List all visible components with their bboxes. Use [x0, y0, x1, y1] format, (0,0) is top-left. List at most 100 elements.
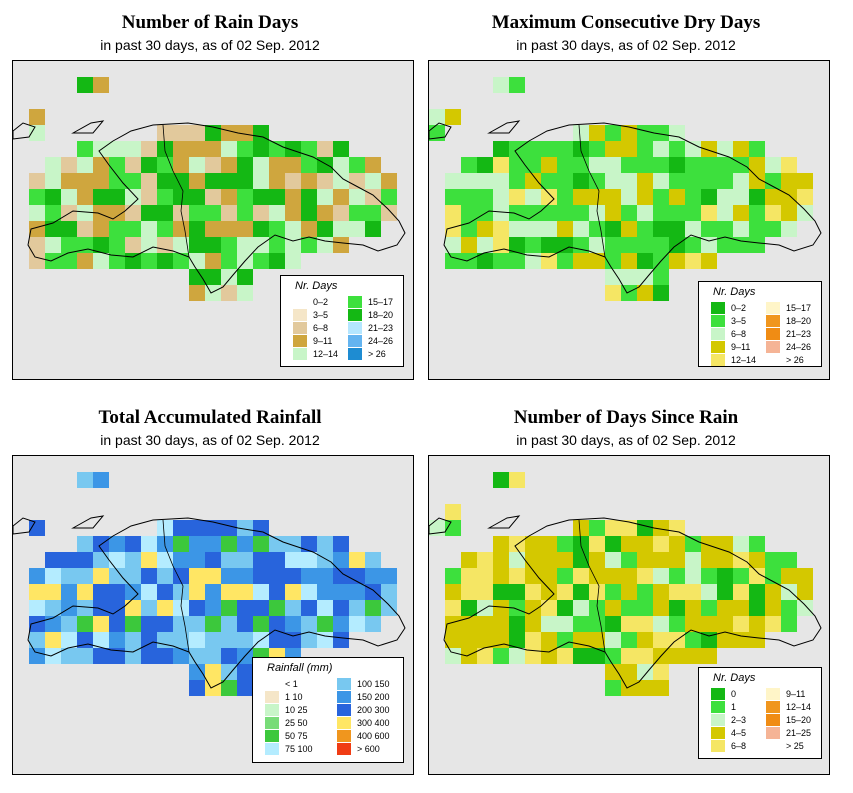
panel-title: Number of Days Since Rain	[513, 407, 739, 428]
grid-cell	[45, 253, 61, 269]
grid-cell	[29, 568, 45, 584]
grid-cell	[765, 205, 781, 221]
grid-cell	[205, 237, 221, 253]
panel-subtitle: in past 30 days, as of 02 Sep. 2012	[100, 432, 320, 448]
grid-cell	[669, 616, 685, 632]
grid-cell	[237, 237, 253, 253]
grid-cell	[509, 600, 525, 616]
legend-swatch	[348, 309, 362, 321]
grid-cell	[381, 600, 397, 616]
legend-label: 9–11	[313, 336, 333, 346]
grid-cell	[45, 221, 61, 237]
grid-cell	[637, 125, 653, 141]
grid-cell	[237, 664, 253, 680]
grid-cell	[685, 157, 701, 173]
grid-cell	[333, 237, 349, 253]
grid-cell	[589, 141, 605, 157]
legend-swatch	[265, 691, 279, 703]
grid-cell	[749, 157, 765, 173]
grid-cell	[77, 648, 93, 664]
legend-swatch	[337, 691, 351, 703]
grid-cell	[717, 552, 733, 568]
grid-cell	[237, 189, 253, 205]
grid-cell	[253, 157, 269, 173]
grid-cell	[445, 632, 461, 648]
grid-cell	[285, 237, 301, 253]
grid-cell	[589, 253, 605, 269]
grid-cell	[221, 157, 237, 173]
grid-cell	[685, 632, 701, 648]
grid-cell	[237, 616, 253, 632]
grid-cell	[221, 253, 237, 269]
grid-cell	[125, 584, 141, 600]
grid-cell	[605, 269, 621, 285]
grid-cell	[173, 584, 189, 600]
grid-cell	[717, 616, 733, 632]
grid-cell	[61, 552, 77, 568]
grid-cell	[637, 680, 653, 696]
grid-cell	[541, 616, 557, 632]
grid-cell	[605, 600, 621, 616]
grid-cell	[557, 157, 573, 173]
grid-cell	[237, 285, 253, 301]
grid-cell	[685, 616, 701, 632]
grid-cell	[509, 253, 525, 269]
grid-cell	[109, 616, 125, 632]
legend-label: 0–2	[313, 297, 329, 307]
grid-cell	[221, 520, 237, 536]
grid-cell	[477, 552, 493, 568]
grid-cell	[749, 536, 765, 552]
grid-cell	[365, 221, 381, 237]
grid-cell	[749, 616, 765, 632]
grid-cell	[541, 141, 557, 157]
legend-label: 1 10	[285, 692, 303, 702]
grid-cell	[525, 632, 541, 648]
legend-swatch	[711, 302, 725, 314]
legend-label: 0	[731, 689, 737, 699]
islet-outline	[487, 120, 521, 134]
grid-cell	[733, 157, 749, 173]
grid-cell	[461, 253, 477, 269]
grid-cell	[589, 189, 605, 205]
grid-cell	[733, 600, 749, 616]
grid-cell	[125, 141, 141, 157]
grid-cell	[461, 205, 477, 221]
panel-rain-days: Number of Rain Days in past 30 days, as …	[0, 0, 420, 390]
grid-cell	[125, 157, 141, 173]
grid-cell	[685, 205, 701, 221]
grid-cell	[525, 648, 541, 664]
legend-swatch	[711, 740, 725, 752]
grid-cell	[45, 568, 61, 584]
panel-title: Maximum Consecutive Dry Days	[491, 12, 761, 33]
grid-cell	[509, 568, 525, 584]
grid-cell	[189, 237, 205, 253]
legend-swatch	[766, 701, 780, 713]
grid-cell	[269, 536, 285, 552]
grid-cell	[317, 616, 333, 632]
grid-cell	[541, 568, 557, 584]
grid-cell	[349, 600, 365, 616]
grid-cell	[173, 253, 189, 269]
grid-cell	[77, 568, 93, 584]
island-outline	[443, 517, 822, 689]
grid-cell	[157, 205, 173, 221]
grid-cell	[301, 568, 317, 584]
grid-cell	[509, 205, 525, 221]
grid-cell	[237, 536, 253, 552]
grid-cell	[653, 536, 669, 552]
grid-cell	[637, 664, 653, 680]
grid-cell	[301, 536, 317, 552]
legend-swatch	[766, 315, 780, 327]
grid-cell	[285, 189, 301, 205]
grid-cell	[685, 648, 701, 664]
grid-cell	[93, 253, 109, 269]
panel-max-dry-days: Maximum Consecutive Dry Days in past 30 …	[416, 0, 836, 390]
grid-cell	[45, 584, 61, 600]
grid-cell	[445, 600, 461, 616]
grid-cell	[237, 568, 253, 584]
legend-label: 24–26	[786, 342, 812, 352]
grid-cell	[173, 173, 189, 189]
grid-cell	[109, 600, 125, 616]
grid-cell	[541, 632, 557, 648]
grid-cell	[173, 568, 189, 584]
